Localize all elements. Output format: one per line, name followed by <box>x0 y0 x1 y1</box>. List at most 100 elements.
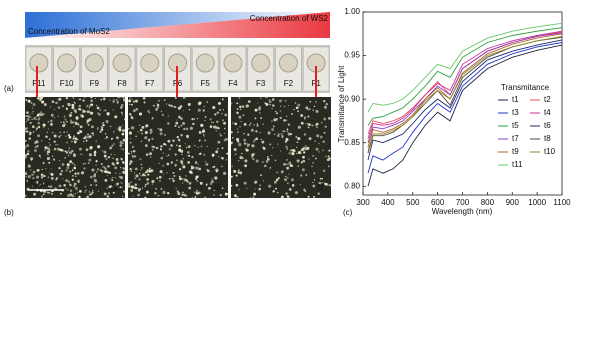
speckle <box>288 187 292 191</box>
speckle <box>88 158 92 162</box>
speckle <box>283 130 286 133</box>
speckle <box>185 195 188 197</box>
speckle <box>288 161 292 165</box>
speckle <box>214 176 218 180</box>
speckle <box>285 192 288 195</box>
speckle <box>262 123 264 125</box>
speckle <box>67 154 70 157</box>
speckle <box>86 195 89 199</box>
speckle <box>252 157 255 161</box>
speckle <box>254 108 258 112</box>
speckle <box>315 124 317 126</box>
speckle <box>88 191 90 193</box>
speckle <box>180 134 183 137</box>
speckle <box>186 136 189 139</box>
speckle <box>102 97 106 100</box>
speckle <box>191 118 194 121</box>
y-tick-label: 0.80 <box>344 181 360 190</box>
speckle <box>151 179 155 184</box>
speckle <box>66 166 70 170</box>
speckle <box>271 120 273 123</box>
speckle <box>199 152 202 155</box>
speckle <box>239 125 241 128</box>
speckle <box>39 185 41 187</box>
y-axis-label: Transmitance of Light <box>337 65 346 142</box>
speckle <box>65 179 68 182</box>
speckle <box>297 137 301 141</box>
speckle <box>221 165 223 168</box>
speckle <box>64 150 67 153</box>
speckle <box>268 103 270 106</box>
speckle <box>95 160 98 163</box>
speckle <box>32 131 35 133</box>
speckle <box>62 124 65 128</box>
speckle <box>290 178 294 182</box>
speckle <box>84 186 87 188</box>
speckle <box>24 194 27 198</box>
speckle <box>110 177 112 180</box>
speckle <box>78 195 81 199</box>
speckle <box>158 162 160 165</box>
speckle <box>117 128 120 130</box>
speckle <box>195 191 199 195</box>
speckle <box>248 124 251 126</box>
speckle <box>121 132 125 136</box>
speckle <box>246 144 249 148</box>
speckle <box>29 121 32 124</box>
speckle <box>116 136 119 140</box>
speckle <box>255 137 259 141</box>
speckle <box>198 101 202 105</box>
speckle <box>178 144 182 148</box>
speckle <box>157 127 160 130</box>
speckle <box>275 110 277 113</box>
speckle <box>37 134 40 138</box>
speckle <box>73 101 76 104</box>
speckle <box>100 125 102 127</box>
speckle <box>114 166 118 170</box>
speckle <box>127 185 131 189</box>
speckle <box>138 112 142 116</box>
speckle <box>140 140 143 143</box>
speckle <box>120 106 123 109</box>
speckle <box>179 196 182 199</box>
speckle <box>121 125 123 127</box>
speckle <box>288 104 290 106</box>
speckle <box>31 118 33 121</box>
speckle <box>271 107 273 110</box>
speckle <box>114 183 118 186</box>
speckle <box>181 153 183 156</box>
speckle <box>51 193 54 196</box>
speckle <box>49 185 53 189</box>
speckle <box>297 103 301 107</box>
speckle <box>280 150 282 152</box>
speckle <box>60 121 62 124</box>
speckle <box>111 137 114 140</box>
speckle <box>187 145 191 149</box>
speckle <box>291 184 295 187</box>
speckle <box>201 129 205 133</box>
speckle <box>82 110 85 114</box>
speckle <box>47 120 50 123</box>
speckle <box>212 126 215 128</box>
speckle <box>137 189 141 192</box>
speckle <box>141 167 143 169</box>
speckle <box>53 197 55 199</box>
speckle <box>167 191 170 195</box>
speckle <box>67 103 69 105</box>
speckle <box>305 106 309 110</box>
speckle <box>31 107 34 109</box>
speckle <box>35 140 38 143</box>
speckle <box>122 167 126 170</box>
speckle <box>132 109 136 113</box>
speckle <box>88 153 92 157</box>
speckle <box>46 191 49 194</box>
speckle <box>236 196 239 199</box>
speckle <box>277 134 280 138</box>
speckle <box>93 151 97 154</box>
speckle <box>230 175 233 178</box>
speckle <box>211 121 213 124</box>
speckle <box>297 165 300 167</box>
y-tick-label: 0.90 <box>344 94 360 103</box>
speckle <box>198 167 202 171</box>
